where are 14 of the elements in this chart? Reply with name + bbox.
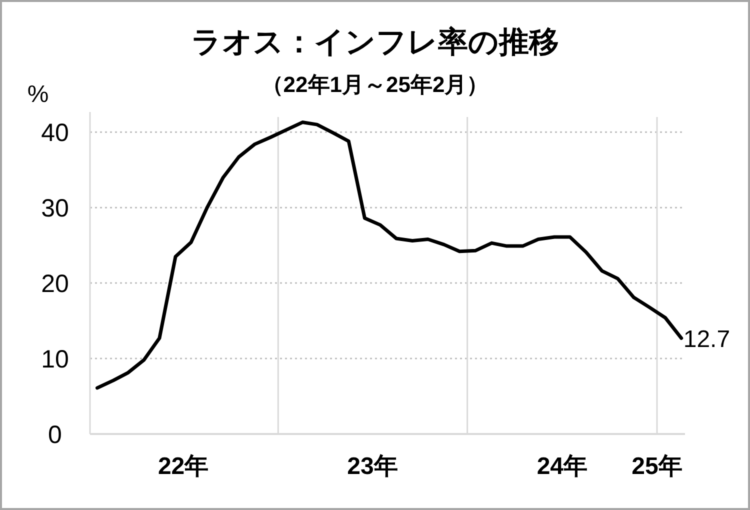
line-series xyxy=(96,120,684,390)
x-tick-label: 24年 xyxy=(536,453,588,480)
y-tick-label: 10 xyxy=(41,346,69,374)
chart-subtitle: （22年1月～25年2月） xyxy=(261,72,489,97)
x-tick-label: 23年 xyxy=(347,453,398,480)
x-tick-label: 22年 xyxy=(158,453,209,480)
y-tick-label: 0 xyxy=(48,421,62,449)
y-tick-label: 40 xyxy=(41,119,69,148)
annotation: 12.7 xyxy=(683,326,730,354)
y-tick-label: 20 xyxy=(41,270,69,298)
chart-title: ラオス：インフレ率の推移 xyxy=(191,25,559,59)
y-tick-label: 30 xyxy=(41,194,69,223)
y-axis-title: % xyxy=(27,81,49,108)
x-tick-label: 25年 xyxy=(632,453,682,480)
